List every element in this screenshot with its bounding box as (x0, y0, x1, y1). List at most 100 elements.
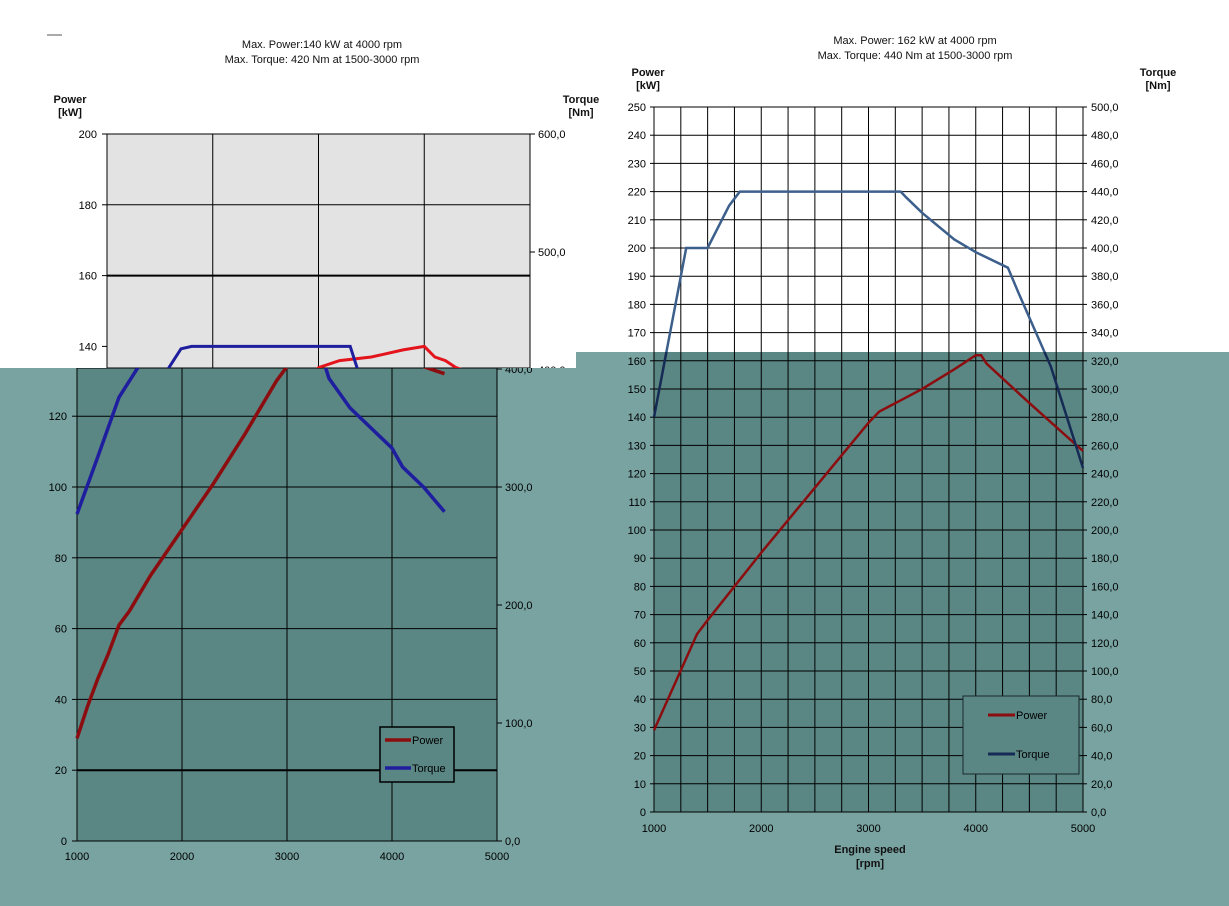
y-tick-label-left: 120 (49, 411, 67, 423)
y-tick-label-left: 90 (634, 553, 646, 565)
y-tick-label-right: 120,0 (1091, 638, 1119, 650)
y-tick-label-left: 140 (628, 412, 646, 424)
y-tick-label-right: 260,0 (1091, 440, 1119, 452)
chart-left-legend: Power Torque (379, 726, 455, 783)
y-tick-label-left: 60 (55, 624, 67, 636)
chart-left-ylabel-left-1: Power (53, 94, 87, 106)
y-tick-label-right: 380,0 (1091, 271, 1119, 283)
chart-right-ylabel-left-1: Power (631, 67, 665, 79)
chart-left-ylabel-right-1: Torque (563, 94, 599, 106)
y-tick-label-left: 120 (628, 469, 646, 481)
y-tick-label-right: 400,0 (538, 365, 566, 377)
legend-power-label: Power (412, 735, 444, 747)
y-tick-label-right: 220,0 (1091, 497, 1119, 509)
chart-right-subtitle: Max. Torque: 440 Nm at 1500-3000 rpm (818, 50, 1013, 62)
y-tick-label-left: 250 (628, 102, 646, 114)
x-tick-label: 3000 (856, 823, 880, 835)
legend-box (962, 695, 1080, 775)
series-line-power (75, 368, 446, 739)
chart-left-title: Max. Power:140 kW at 4000 rpm (242, 39, 402, 51)
x-tick-label: 5000 (1071, 823, 1095, 835)
chart-right-ylabel-left-2: [kW] (636, 80, 660, 92)
chart-left-header: Max. Power:140 kW at 4000 rpm Max. Torqu… (53, 39, 599, 119)
chart-right-teal-region: 0 10 20 30 40 50 60 70 80 90 100 110 120 130 140 150 160… (576, 352, 1229, 906)
y-tick-label-left: 50 (634, 666, 646, 678)
y-tick-label-right: 480,0 (1091, 130, 1119, 142)
y-tick-label-right: 600,0 (538, 129, 566, 141)
y-tick-label-left: 180 (628, 299, 646, 311)
y-tick-label-right: 460,0 (1091, 158, 1119, 170)
y-tick-label-left: 10 (634, 779, 646, 791)
y-tick-label-left: 130 (628, 440, 646, 452)
x-tick-label: 3000 (275, 851, 299, 863)
y-tick-label-left: 100 (49, 482, 67, 494)
y-tick-label-right: 500,0 (1091, 102, 1119, 114)
y-tick-label-right: 240,0 (1091, 469, 1119, 481)
y-tick-label-left: 160 (79, 271, 97, 283)
chart-right-title: Max. Power: 162 kW at 4000 rpm (833, 35, 996, 47)
series-line-power (316, 344, 462, 368)
y-tick-label-left: 100 (628, 525, 646, 537)
y-tick-label-left: 140 (79, 341, 97, 353)
y-tick-label-left: 210 (628, 215, 646, 227)
x-tick-label: 2000 (749, 823, 773, 835)
series-line-torque (665, 190, 1046, 352)
y-tick-label-left: 60 (634, 638, 646, 650)
chart-right-xlabel-1: Engine speed (834, 844, 906, 856)
chart-right-header: Max. Power: 162 kW at 4000 rpm Max. Torq… (631, 35, 1176, 870)
y-tick-label-right: 320,0 (1091, 356, 1119, 368)
legend-power-label: Power (1016, 710, 1048, 722)
y-tick-label-right: 280,0 (1091, 412, 1119, 424)
y-tick-label-right: 440,0 (1091, 187, 1119, 199)
x-tick-label: 2000 (170, 851, 194, 863)
y-tick-label-left: 20 (634, 751, 646, 763)
y-tick-label-right: 420,0 (1091, 215, 1119, 227)
series-line-torque (75, 368, 446, 515)
y-tick-label-right: 100,0 (505, 718, 533, 730)
x-tick-label: 4000 (964, 823, 988, 835)
legend-torque-label: Torque (412, 763, 446, 775)
x-tick-label: 1000 (65, 851, 89, 863)
chart-right-ylabel-right-2: [Nm] (1145, 80, 1170, 92)
y-tick-label-left: 40 (634, 694, 646, 706)
chart-left-subtitle: Max. Torque: 420 Nm at 1500-3000 rpm (225, 54, 420, 66)
legend-box (379, 726, 455, 783)
y-tick-label-right: 40,0 (1091, 751, 1112, 763)
y-tick-label-right: 400,0 (505, 364, 533, 376)
y-tick-label-right: 400,0 (1091, 243, 1119, 255)
y-tick-label-right: 180,0 (1091, 553, 1119, 565)
y-tick-label-right: 500,0 (538, 247, 566, 259)
y-tick-label-left: 180 (79, 200, 97, 212)
y-tick-label-right: 300,0 (505, 482, 533, 494)
y-tick-label-left: 40 (55, 694, 67, 706)
chart-left-ylabel-left-2: [kW] (58, 107, 82, 119)
y-tick-label-left: 0 (640, 807, 646, 819)
y-tick-label-right: 100,0 (1091, 666, 1119, 678)
y-tick-label-right: 60,0 (1091, 722, 1112, 734)
x-tick-label: 1000 (642, 823, 666, 835)
y-tick-label-left: 240 (628, 130, 646, 142)
y-tick-label-left: 110 (628, 497, 646, 509)
y-tick-label-left: 80 (634, 581, 646, 593)
chart-left-light-region: 200 180 160 140 600,0 500,0 400,0 (47, 34, 566, 377)
chart-left-teal-region: 120100806040200400,0300,0200,0100,00,010… (0, 364, 648, 906)
y-tick-label-left: 0 (61, 836, 67, 848)
y-tick-label-left: 200 (79, 129, 97, 141)
y-tick-label-right: 200,0 (1091, 525, 1119, 537)
y-tick-label-right: 20,0 (1091, 779, 1112, 791)
y-tick-label-left: 170 (628, 328, 646, 340)
series-line-torque (166, 344, 359, 368)
y-tick-label-right: 160,0 (1091, 581, 1119, 593)
y-tick-label-left: 30 (634, 722, 646, 734)
series-line-power (652, 353, 1084, 731)
y-tick-label-right: 200,0 (505, 600, 533, 612)
y-tick-label-right: 0,0 (505, 836, 520, 848)
y-tick-label-left: 160 (628, 356, 646, 368)
y-tick-label-left: 70 (634, 610, 646, 622)
y-tick-label-left: 20 (55, 765, 67, 777)
chart-right-xlabel-2: [rpm] (856, 858, 884, 870)
legend-torque-label: Torque (1016, 749, 1050, 761)
chart-right-legend: Power Torque (962, 695, 1080, 775)
y-tick-label-right: 340,0 (1091, 328, 1119, 340)
y-tick-label-left: 200 (628, 243, 646, 255)
